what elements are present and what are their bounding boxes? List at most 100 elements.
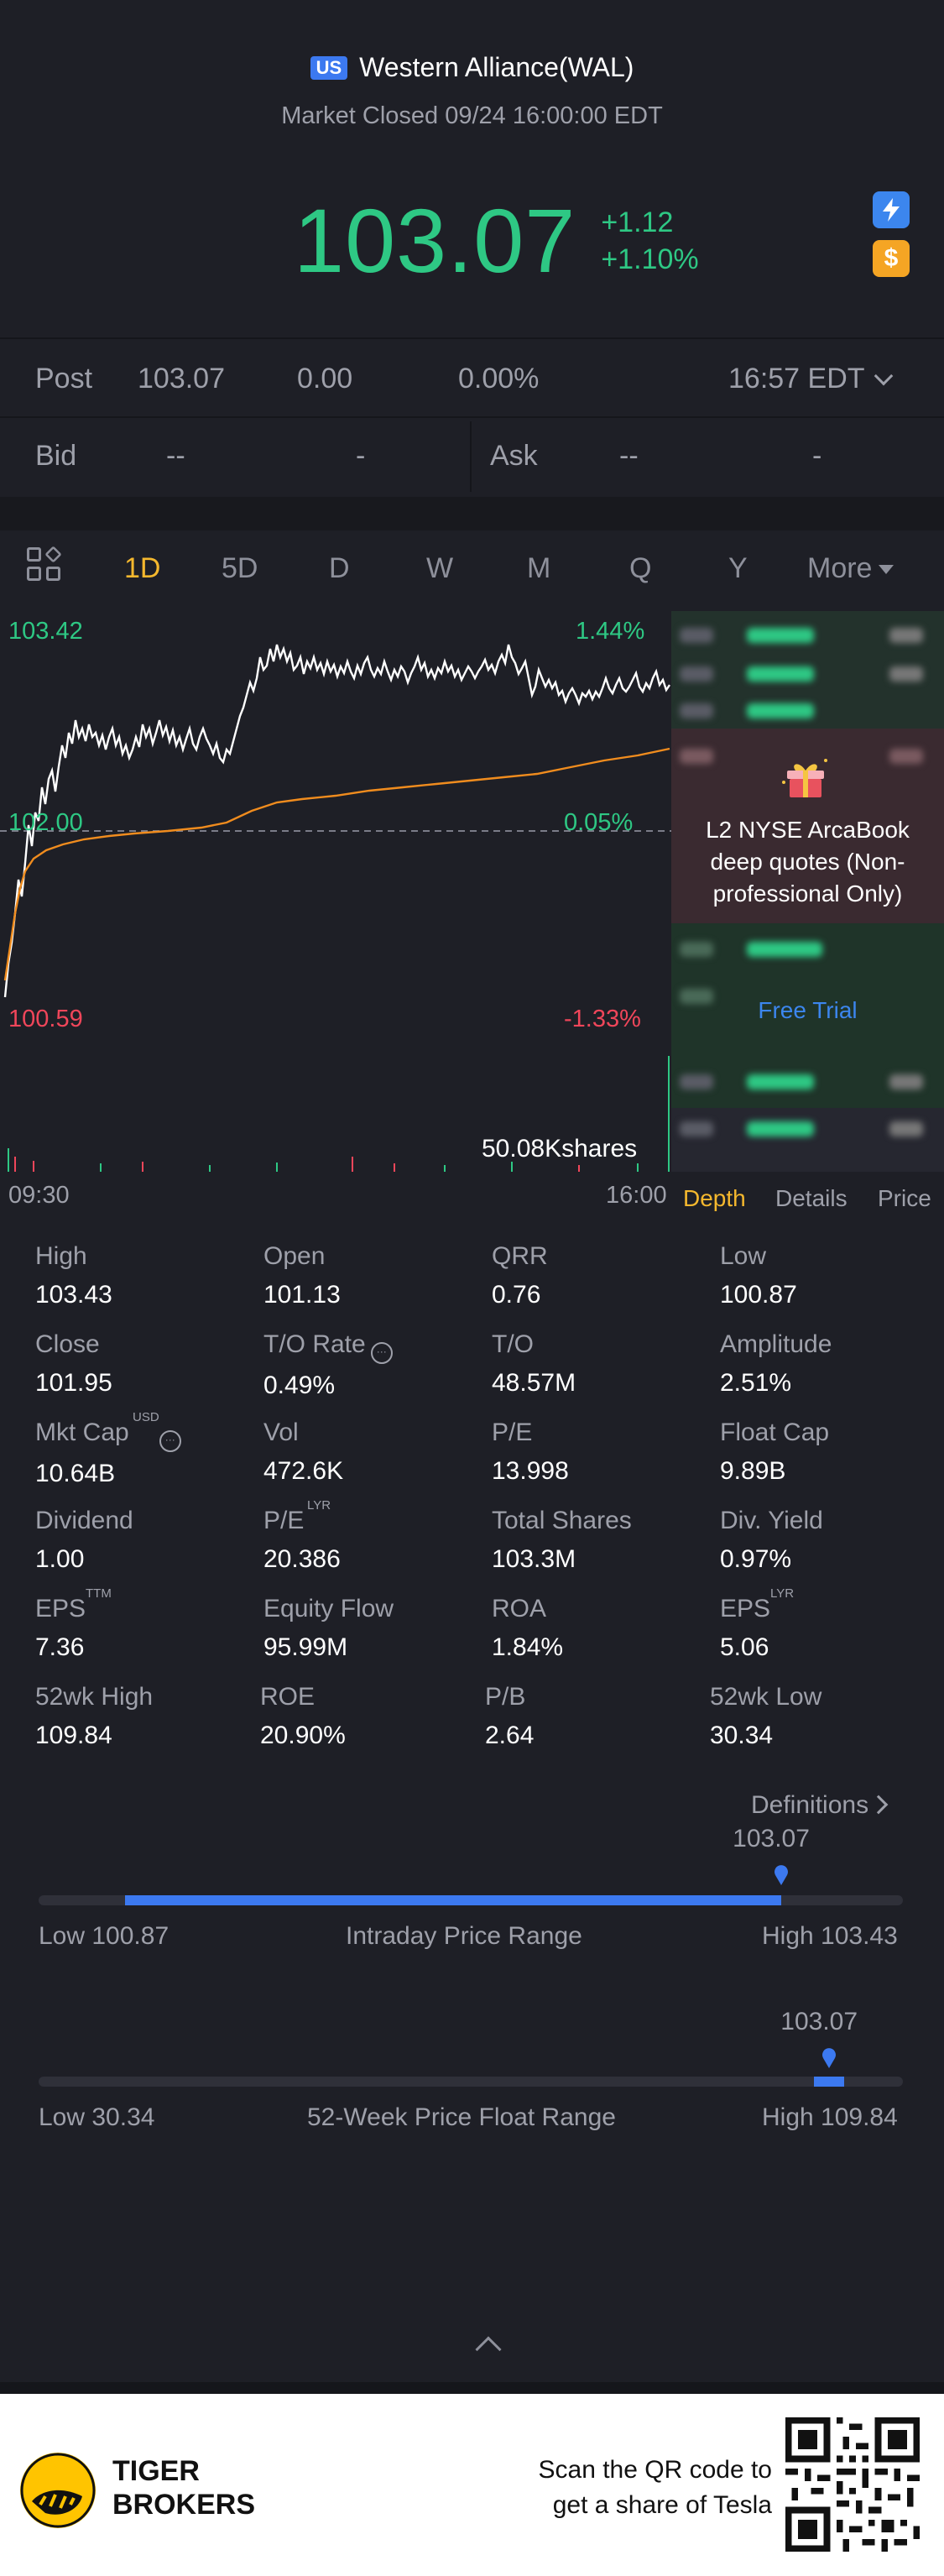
market-status: Market Closed 09/24 16:00:00 EDT — [281, 102, 663, 129]
stat-high: High 103.43 — [35, 1242, 112, 1309]
blurred-cell — [680, 1121, 713, 1136]
free-trial-link[interactable]: Free Trial — [758, 997, 858, 1023]
blurred-cell — [680, 666, 713, 682]
post-price: 103.07 — [138, 363, 225, 394]
blurred-cell — [747, 1121, 814, 1136]
tab-depth[interactable]: Depth — [683, 1185, 746, 1211]
blurred-cell — [680, 989, 713, 1004]
caret-down-icon — [879, 565, 894, 574]
stat-div-yield: Div. Yield 0.97% — [720, 1507, 823, 1573]
time-end: 16:00 — [606, 1182, 667, 1209]
section-gap — [0, 497, 944, 530]
post-time: 16:57 EDT — [728, 363, 865, 394]
stat-amplitude: Amplitude 2.51% — [720, 1330, 832, 1397]
post-change-pct: 0.00% — [458, 363, 540, 394]
stat-dividend: Dividend 1.00 — [35, 1507, 133, 1573]
post-label: Post — [35, 363, 93, 394]
blurred-cell — [889, 1121, 923, 1136]
intraday-chart[interactable]: 103.42 1.44% 102.00 0.05% 100.59 -1.33% … — [0, 611, 671, 1172]
tab-1d[interactable]: 1D — [124, 552, 161, 584]
stat-to: T/O 48.57M — [492, 1330, 576, 1397]
blurred-cell — [747, 942, 822, 957]
l2-promo-overlay: L2 NYSE ArcaBook deep quotes (Non-profes… — [671, 611, 944, 1172]
chart-low-pct: -1.33% — [564, 1006, 641, 1032]
intraday-range-title: Intraday Price Range — [346, 1922, 582, 1950]
week52-current-price: 103.07 — [780, 2008, 858, 2035]
blurred-cell — [889, 628, 923, 643]
blurred-cell — [747, 703, 814, 718]
stat-pb: P/B 2.64 — [485, 1683, 535, 1749]
stat-qrr: QRR 0.76 — [492, 1242, 548, 1309]
last-price: 103.07 — [294, 190, 576, 291]
tab-more[interactable]: More — [807, 552, 894, 585]
blurred-cell — [680, 703, 713, 718]
stat-float-cap: Float Cap 9.89B — [720, 1419, 830, 1485]
dollar-icon[interactable]: $ — [873, 240, 910, 277]
blurred-cell — [747, 1074, 814, 1089]
week52-range-fill — [814, 2077, 845, 2087]
stat-open: Open 101.13 — [263, 1242, 341, 1309]
intraday-high-label: High 103.43 — [762, 1922, 898, 1950]
stat-vol: Vol 472.6K — [263, 1419, 344, 1485]
stat-eps-lyr: EPS LYR 5.06 — [720, 1586, 795, 1661]
quote-header: US Western Alliance(WAL) Market Closed 0… — [0, 0, 944, 336]
blurred-cell — [747, 628, 814, 643]
qr-code-icon[interactable] — [785, 2417, 920, 2552]
stat-total-shares: Total Shares 103.3M — [492, 1507, 632, 1573]
stat-low: Low 100.87 — [720, 1242, 797, 1309]
definitions-link[interactable]: Definitions — [751, 1791, 889, 1820]
stat-equity-flow: Equity Flow 95.99M — [263, 1595, 394, 1661]
week52-low-label: Low 30.34 — [39, 2103, 155, 2131]
ask-price: -- — [619, 440, 639, 472]
stat-pe: P/E 13.998 — [492, 1419, 569, 1485]
blurred-cell — [680, 749, 713, 764]
price-line — [3, 644, 670, 998]
lightning-icon[interactable] — [873, 191, 910, 228]
period-tabs: 1D 5D D W M Q Y More — [0, 534, 944, 609]
stat-pe-lyr: P/E LYR 20.386 — [263, 1498, 341, 1573]
blurred-cell — [680, 628, 713, 643]
tab-m[interactable]: M — [527, 552, 551, 584]
stat-to-rate[interactable]: T/O Rate ··· 0.49% — [263, 1330, 393, 1400]
blurred-cell — [680, 1074, 713, 1089]
brand-name: TIGER BROKERS — [112, 2455, 256, 2521]
tab-more-label: More — [807, 552, 873, 584]
average-line — [3, 747, 670, 981]
bid-price: -- — [166, 440, 185, 472]
scan-qr-text: Scan the QR code to get a share of Tesla — [538, 2456, 773, 2519]
info-icon[interactable]: ··· — [159, 1430, 181, 1452]
market-badge: US — [310, 55, 348, 80]
chart-time-axis: 09:30 16:00 Depth Details Price — [0, 1173, 944, 1227]
blurred-cell — [747, 666, 814, 682]
bid-ask-row: Bid -- - Ask -- - — [0, 418, 944, 495]
tab-d[interactable]: D — [329, 552, 350, 584]
grid-icon[interactable] — [27, 546, 62, 583]
price-change-pct: +1.10% — [601, 243, 699, 275]
l2-depth-panel[interactable]: L2 NYSE ArcaBook deep quotes (Non-profes… — [671, 611, 944, 1172]
intraday-low-label: Low 100.87 — [39, 1922, 170, 1950]
tab-price[interactable]: Price — [878, 1185, 931, 1211]
divider — [0, 416, 944, 418]
intraday-range-fill — [125, 1895, 782, 1905]
divider — [0, 337, 944, 339]
chevron-up-icon[interactable] — [475, 2336, 502, 2363]
title-row: US Western Alliance(WAL) — [0, 52, 944, 83]
stat-52wk-low: 52wk Low 30.34 — [710, 1683, 822, 1749]
post-time-dropdown[interactable]: 16:57 EDT — [728, 363, 893, 395]
tab-5d[interactable]: 5D — [222, 552, 258, 584]
gift-icon — [782, 759, 827, 797]
info-icon[interactable]: ··· — [370, 1342, 393, 1364]
intraday-current-price: 103.07 — [733, 1825, 810, 1852]
tab-y[interactable]: Y — [728, 552, 748, 584]
divider — [470, 421, 472, 492]
week52-range-track — [39, 2077, 903, 2087]
ask-size: - — [812, 440, 822, 472]
tab-w[interactable]: W — [426, 552, 454, 584]
blurred-cell — [889, 749, 923, 764]
tab-details[interactable]: Details — [775, 1185, 848, 1211]
stat-52wk-high: 52wk High 109.84 — [35, 1683, 154, 1749]
volume-bars — [8, 1148, 639, 1172]
tab-q[interactable]: Q — [629, 552, 652, 584]
stat-mkt-cap[interactable]: Mkt Cap USD ··· 10.64B — [35, 1410, 181, 1488]
time-start: 09:30 — [8, 1182, 70, 1209]
